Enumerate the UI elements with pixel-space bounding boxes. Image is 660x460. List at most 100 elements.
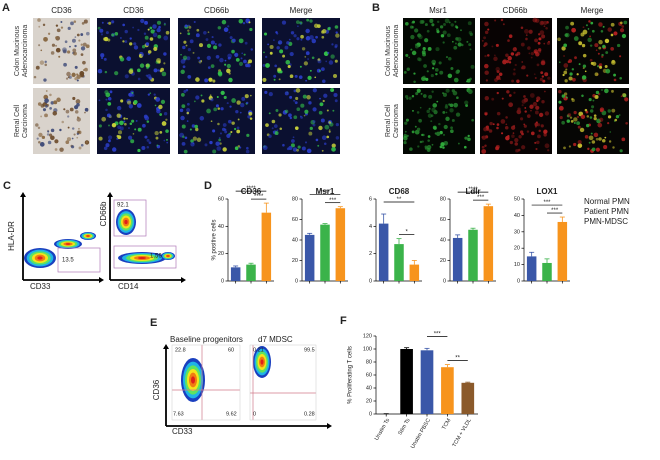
cell (540, 124, 544, 128)
cell (56, 38, 58, 41)
cell (425, 77, 429, 82)
cell (228, 77, 233, 83)
cell (430, 114, 434, 117)
cell (561, 94, 566, 98)
panel-letter: A (2, 2, 10, 14)
cell (231, 38, 236, 43)
cell (589, 58, 593, 62)
cell (200, 94, 203, 97)
cell (334, 99, 338, 103)
cell (563, 55, 565, 57)
cell (589, 109, 594, 113)
cell (243, 53, 246, 56)
cell (455, 37, 459, 41)
cell (186, 120, 189, 122)
cell (161, 71, 167, 77)
cell (103, 57, 107, 61)
cell (514, 142, 518, 146)
cell (543, 133, 547, 137)
cell (129, 37, 132, 40)
cell (143, 114, 148, 119)
cell (227, 119, 232, 124)
bar (335, 208, 346, 281)
micrograph (403, 18, 475, 84)
cell (439, 130, 443, 135)
cell (418, 118, 422, 123)
quadrant-value: 0.21 (253, 347, 264, 353)
cell (534, 51, 537, 54)
cell (421, 50, 426, 55)
bar (542, 262, 552, 281)
cell (155, 136, 159, 140)
cell (108, 21, 112, 25)
cell (299, 22, 302, 25)
cell (288, 145, 293, 151)
bar (483, 206, 494, 281)
cell (100, 53, 105, 58)
cell (611, 108, 616, 113)
cell (77, 127, 80, 130)
cell (304, 109, 309, 114)
cell (109, 90, 113, 94)
cell (195, 77, 200, 82)
cell (297, 25, 299, 28)
cell (183, 40, 187, 44)
cell (535, 105, 540, 110)
cell (126, 58, 128, 60)
cell (569, 116, 573, 119)
cell (504, 125, 509, 130)
cell (303, 61, 309, 66)
cell (510, 52, 515, 56)
cell (577, 125, 581, 129)
micrograph (262, 88, 340, 154)
significance-label: *** (329, 198, 337, 204)
cell (304, 56, 307, 58)
cell (484, 63, 489, 69)
cell (524, 107, 527, 109)
cell (450, 67, 454, 71)
cell (496, 91, 499, 95)
cell (44, 60, 47, 64)
cell (445, 111, 448, 114)
cell (587, 37, 592, 43)
cell (625, 121, 629, 125)
cell (97, 68, 103, 74)
cell (220, 107, 224, 111)
cell (192, 142, 195, 145)
cell (621, 137, 626, 142)
cell (590, 132, 593, 135)
cell (456, 96, 459, 100)
cell (547, 149, 550, 152)
cell (217, 26, 222, 30)
cell (466, 78, 471, 83)
cell (39, 60, 45, 65)
cell (619, 76, 622, 80)
cell (465, 104, 468, 107)
cell (182, 65, 186, 69)
cell (573, 142, 577, 147)
cell (284, 91, 289, 96)
cell (163, 62, 166, 65)
cell (240, 57, 243, 60)
axis-label: HLA-DR (7, 221, 16, 251)
cell (289, 116, 293, 120)
cell (426, 109, 430, 114)
cell (156, 58, 161, 63)
cell (519, 130, 524, 134)
cell (530, 56, 533, 59)
cell (71, 38, 76, 43)
cell (434, 68, 439, 72)
cell (561, 120, 565, 125)
cell (208, 77, 213, 82)
gate-value: 1.56 (150, 254, 162, 260)
y-tick-label: 120 (363, 333, 372, 339)
cell (424, 145, 428, 149)
cell (282, 143, 285, 147)
cell (76, 74, 81, 80)
cell (242, 21, 246, 25)
cell (76, 79, 79, 82)
cell (221, 19, 227, 25)
cell (598, 137, 602, 141)
cell (563, 146, 566, 150)
